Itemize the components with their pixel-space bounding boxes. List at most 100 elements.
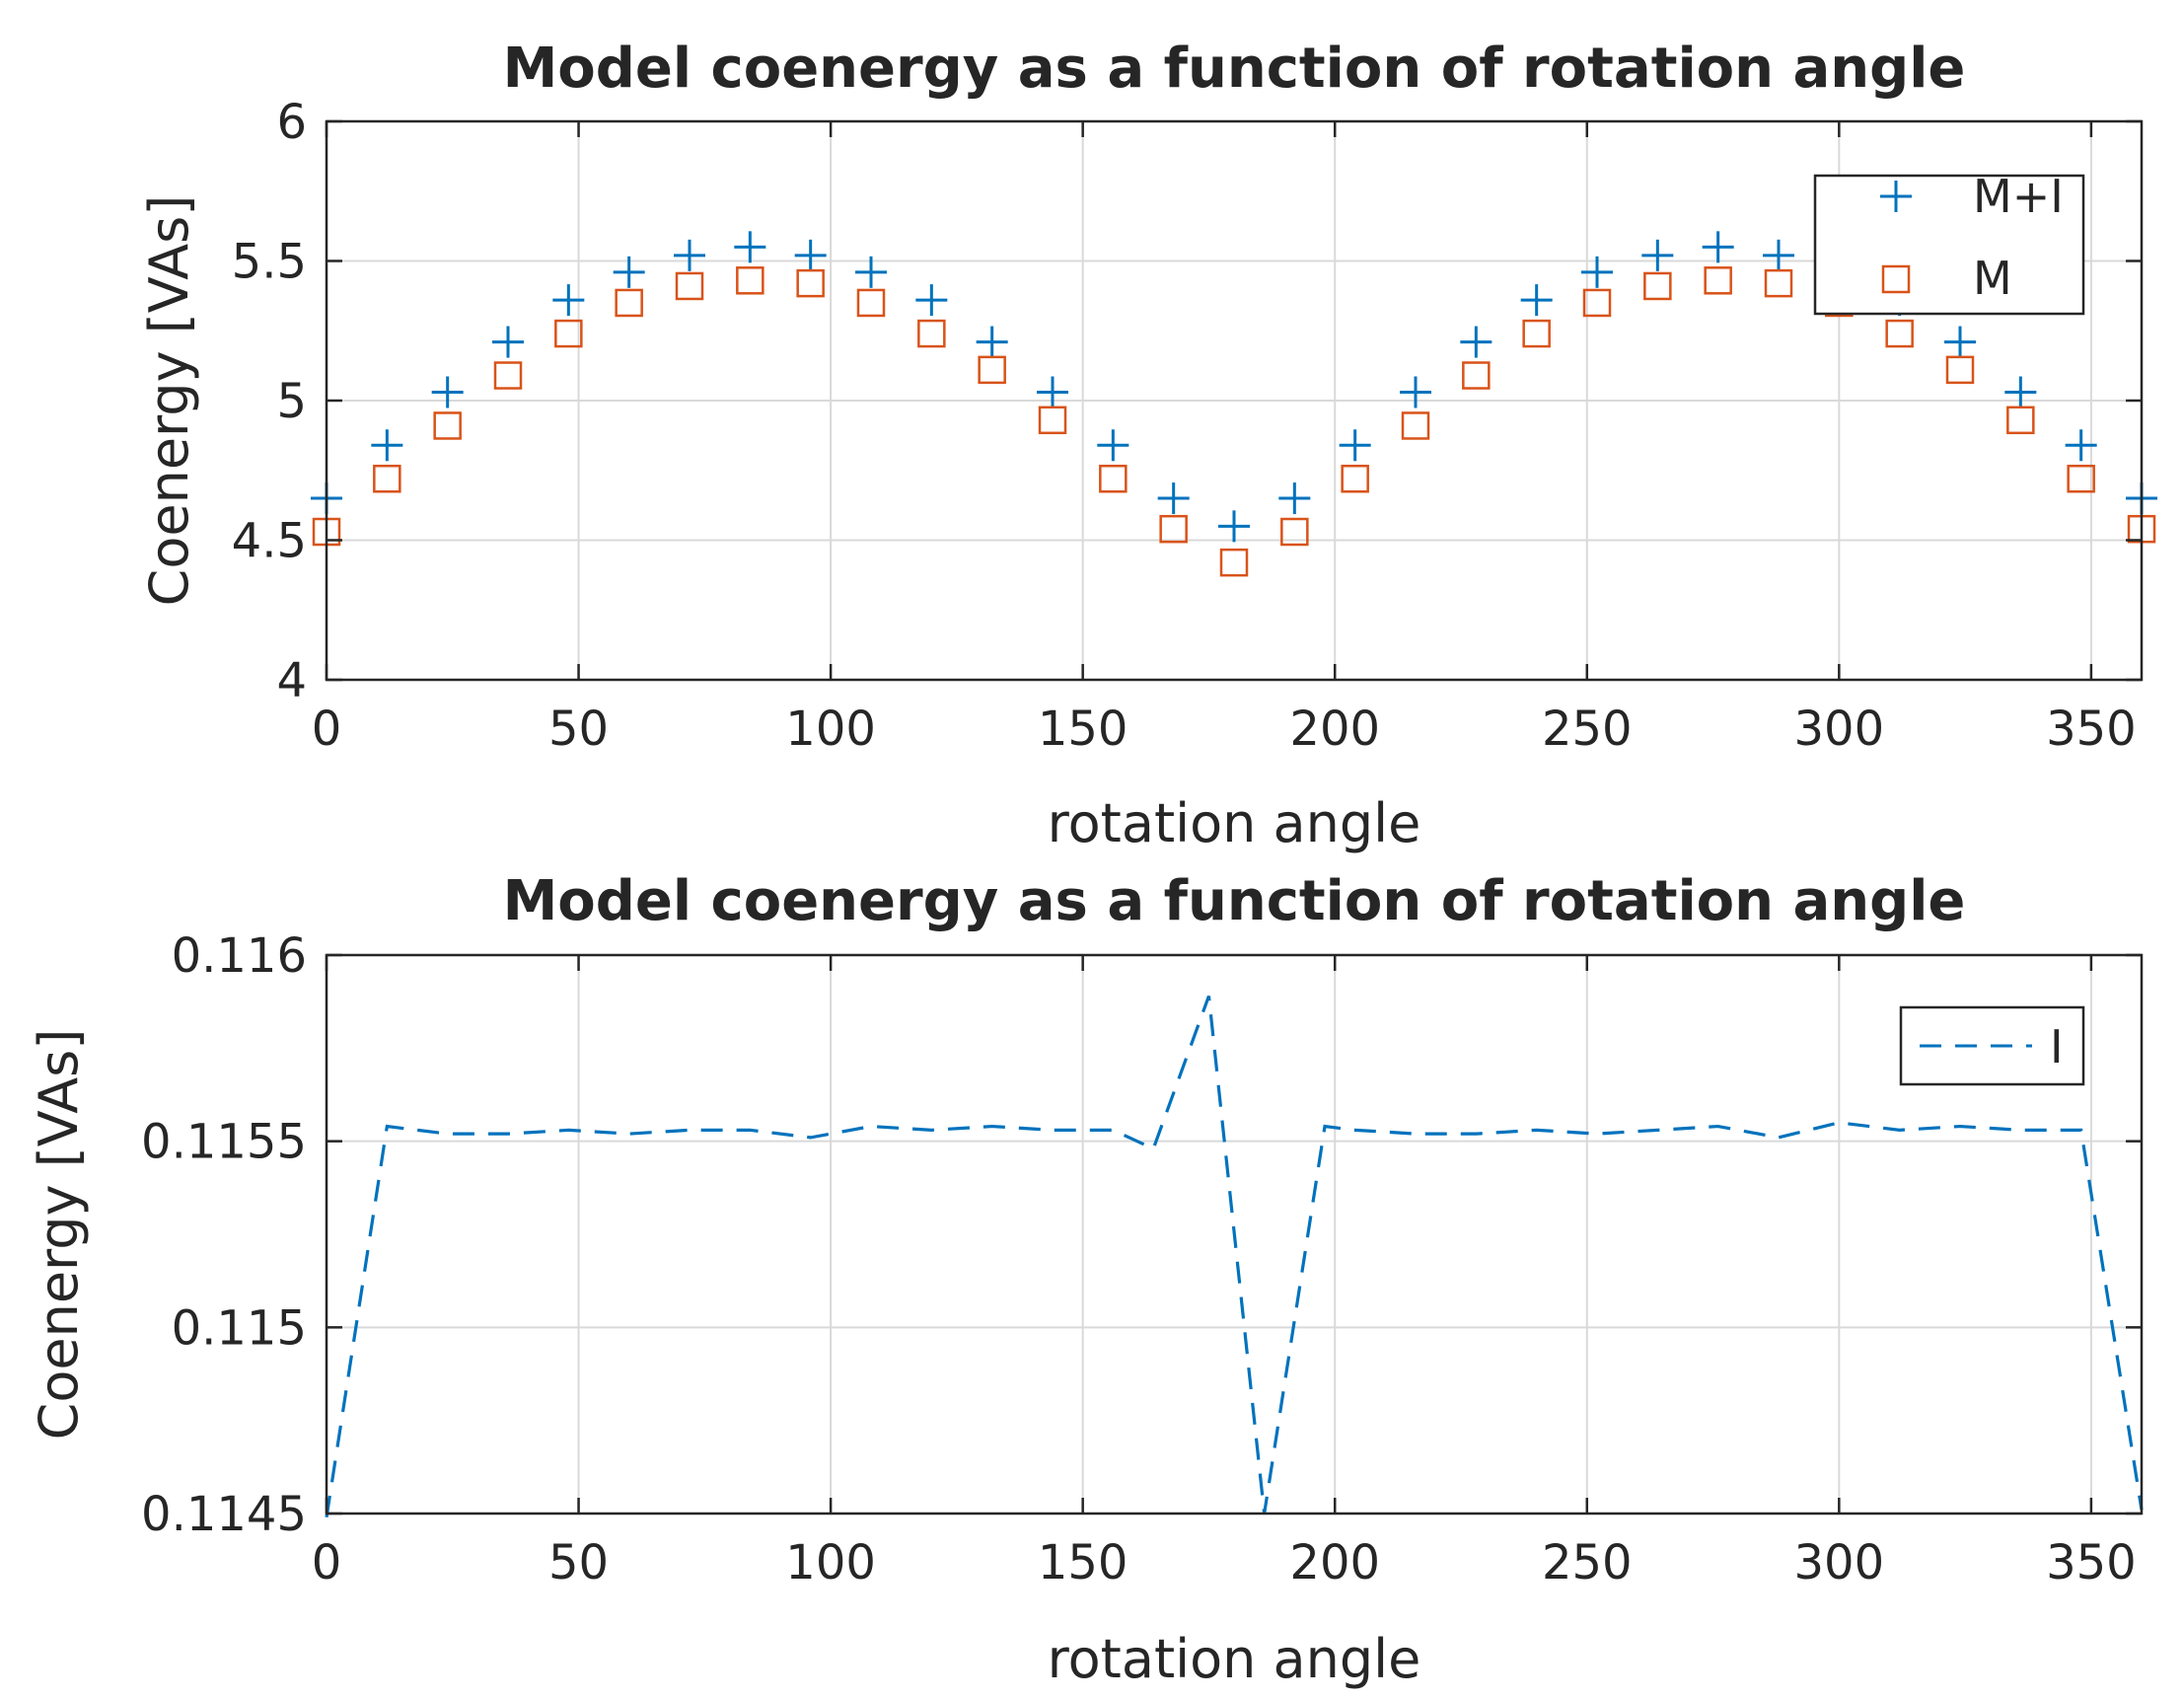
y-tick-label: 5.5 bbox=[232, 235, 307, 290]
point-square bbox=[1099, 464, 1128, 493]
point-plus bbox=[915, 284, 948, 317]
x-tick-label: 50 bbox=[548, 702, 609, 757]
x-tick-label: 100 bbox=[785, 1535, 876, 1590]
legend-label-mi: M+I bbox=[1973, 170, 2064, 223]
x-tick-label: 200 bbox=[1289, 1535, 1380, 1590]
legend-marker-square bbox=[1881, 264, 1911, 294]
xlabel-top: rotation angle bbox=[1048, 792, 1421, 854]
y-tick-label: 4.5 bbox=[232, 514, 307, 569]
point-plus bbox=[613, 256, 645, 288]
point-square bbox=[1159, 514, 1188, 544]
point-square bbox=[1582, 288, 1612, 318]
point-square bbox=[1945, 355, 1975, 385]
marks-bottom bbox=[325, 995, 2144, 1518]
x-tick-label: 250 bbox=[1542, 1535, 1633, 1590]
ylabel-top: Coenergy [VAs] bbox=[138, 195, 200, 607]
point-plus bbox=[1944, 326, 1976, 358]
point-plus bbox=[1157, 482, 1190, 515]
point-plus bbox=[794, 239, 827, 271]
point-square bbox=[1643, 271, 1672, 301]
series-line-i bbox=[325, 995, 2144, 1518]
point-plus bbox=[1218, 510, 1250, 543]
point-square bbox=[1038, 406, 1067, 435]
point-plus bbox=[1763, 239, 1794, 271]
point-square bbox=[1764, 268, 1793, 298]
x-tick-label: 100 bbox=[785, 702, 876, 757]
ticks-bottom: 0 50 100 150 200 250 300 350 0.1145 0.115 0.1155 0.… bbox=[141, 928, 2142, 1590]
point-square bbox=[978, 355, 1006, 385]
legend-top: M+I M bbox=[1813, 170, 2085, 316]
point-square bbox=[1885, 319, 1914, 348]
x-tick-label: 350 bbox=[2046, 1535, 2137, 1590]
x-tick-label: 250 bbox=[1542, 702, 1633, 757]
point-square bbox=[373, 464, 401, 493]
legend-bottom: I bbox=[1899, 1005, 2085, 1086]
point-plus bbox=[674, 239, 705, 271]
legend-label-i: I bbox=[2050, 1020, 2064, 1073]
xlabel-bottom: rotation angle bbox=[1048, 1628, 1421, 1690]
point-square bbox=[493, 361, 523, 390]
legend-label-m: M bbox=[1973, 252, 2012, 305]
point-plus bbox=[2004, 376, 2037, 408]
ylabel-bottom: Coenergy [VAs] bbox=[28, 1029, 90, 1441]
point-plus bbox=[855, 256, 887, 288]
title-bottom: Model coenergy as a function of rotation… bbox=[503, 869, 1966, 933]
point-square bbox=[433, 411, 462, 440]
point-square bbox=[1341, 464, 1369, 493]
point-square bbox=[1219, 548, 1249, 577]
point-square bbox=[917, 319, 946, 348]
x-tick-label: 50 bbox=[548, 1535, 609, 1590]
point-plus bbox=[1702, 231, 1734, 263]
point-plus bbox=[552, 284, 585, 317]
point-plus bbox=[1641, 239, 1674, 271]
point-plus bbox=[1097, 429, 1129, 462]
point-square bbox=[2006, 406, 2035, 435]
y-tick-label: 4 bbox=[276, 653, 307, 708]
x-tick-label: 350 bbox=[2046, 702, 2137, 757]
point-plus bbox=[1037, 376, 1068, 408]
x-tick-label: 150 bbox=[1038, 1535, 1128, 1590]
point-plus bbox=[431, 376, 464, 408]
y-tick-label: 0.1155 bbox=[141, 1115, 307, 1170]
x-tick-label: 0 bbox=[312, 702, 342, 757]
point-plus bbox=[2065, 429, 2097, 462]
point-square bbox=[675, 271, 704, 301]
point-square bbox=[554, 319, 583, 348]
point-plus bbox=[1520, 284, 1553, 317]
point-square bbox=[1280, 517, 1309, 547]
point-square bbox=[1522, 319, 1551, 348]
y-tick-label: 0.1145 bbox=[141, 1487, 307, 1542]
point-plus bbox=[1460, 326, 1492, 358]
x-tick-label: 300 bbox=[1794, 1535, 1885, 1590]
y-tick-label: 6 bbox=[276, 95, 307, 150]
point-square bbox=[736, 266, 764, 295]
legend-marker-plus bbox=[1880, 181, 1912, 212]
point-square bbox=[1704, 266, 1732, 295]
point-plus bbox=[1278, 482, 1311, 515]
point-square bbox=[1462, 361, 1491, 390]
x-tick-label: 200 bbox=[1289, 702, 1380, 757]
point-plus bbox=[371, 429, 403, 462]
point-square bbox=[615, 288, 643, 318]
title-top: Model coenergy as a function of rotation… bbox=[503, 37, 1966, 101]
y-tick-label: 0.115 bbox=[172, 1300, 307, 1356]
y-tick-label: 5 bbox=[276, 374, 307, 429]
axes-box-bottom bbox=[325, 953, 2144, 1515]
point-square bbox=[796, 268, 825, 298]
point-plus bbox=[1339, 429, 1371, 462]
x-tick-label: 150 bbox=[1038, 702, 1128, 757]
x-tick-label: 300 bbox=[1794, 702, 1885, 757]
point-plus bbox=[976, 326, 1008, 358]
ticks-top: 0 50 100 150 200 250 300 350 4 4.5 5 5.5 6 bbox=[232, 95, 2142, 757]
legend-box-top bbox=[1813, 174, 2085, 316]
y-tick-label: 0.116 bbox=[172, 928, 307, 984]
point-square bbox=[1401, 411, 1430, 440]
point-plus bbox=[1400, 376, 1431, 408]
subplot-top: 0 50 100 150 200 250 300 350 4 4.5 5 5.5 6 Model coe… bbox=[138, 37, 2157, 854]
point-plus bbox=[492, 326, 524, 358]
point-plus bbox=[734, 231, 766, 263]
point-plus bbox=[1581, 256, 1613, 288]
point-square bbox=[2067, 464, 2095, 493]
point-square bbox=[856, 288, 886, 318]
